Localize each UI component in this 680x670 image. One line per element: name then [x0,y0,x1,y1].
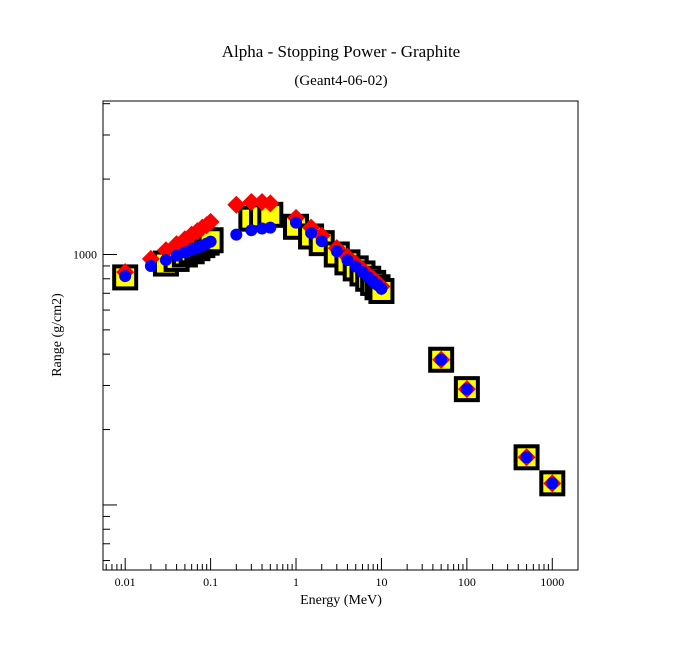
circle-marker [330,245,343,258]
circle-marker [204,235,217,248]
circle-marker [159,254,172,267]
series-circle [119,216,559,490]
diamond-marker [242,193,261,212]
circle-marker [245,224,258,237]
x-axis-label: Energy (MeV) [300,593,382,608]
circle-marker [546,477,559,490]
circle-marker [375,282,388,295]
circle-marker [305,226,318,239]
y-axis-label: Range (g/cm2) [50,293,65,377]
x-tick-label: 10 [375,575,387,589]
x-tick-label: 0.01 [115,575,136,589]
chart-title: Alpha - Stopping Power - Graphite [222,42,460,61]
x-tick-label: 0.1 [203,575,218,589]
diamond-marker [261,194,280,213]
circle-marker [290,216,303,229]
circle-marker [230,228,243,241]
y-tick-label: 1000 [73,247,97,261]
x-tick-label: 100 [458,575,476,589]
circle-marker [520,451,533,464]
chart-subtitle: (Geant4-06-02) [294,73,387,89]
circle-marker [435,353,448,366]
diamond-marker [201,212,220,231]
circle-marker [341,254,354,267]
circle-marker [119,270,132,283]
x-tick-label: 1000 [540,575,564,589]
x-tick-label: 1 [293,575,299,589]
plot-frame [102,100,579,571]
circle-marker [315,235,328,248]
series-layer [112,193,566,497]
circle-marker [264,221,277,234]
axis-ticks: 0.01 0.1 1 10 100 1000 1000 [73,103,579,589]
circle-marker [460,383,473,396]
diamond-marker [227,195,246,214]
circle-marker [144,259,157,272]
series-diamond [116,193,562,493]
